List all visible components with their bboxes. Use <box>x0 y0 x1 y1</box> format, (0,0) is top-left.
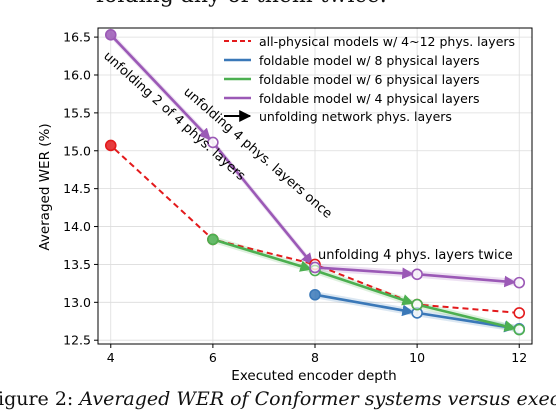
series-segment <box>320 294 415 317</box>
y-tick-label: 14.0 <box>63 219 91 234</box>
annotation-unfold-4-twice: unfolding 4 phys. layers twice <box>318 248 513 263</box>
x-tick-label: 4 <box>107 350 115 365</box>
grid-lines <box>98 28 532 344</box>
y-tick-label: 13.0 <box>63 295 91 310</box>
data-point <box>207 233 219 246</box>
legend-item-foldable-8: foldable model w/ 8 physical layers <box>224 53 480 68</box>
legend-item-all-physical: all-physical models w/ 4~12 phys. layers <box>224 34 515 49</box>
series-segment <box>114 148 210 237</box>
y-tick-label: 14.5 <box>63 181 91 196</box>
data-point <box>207 136 219 149</box>
series-segment <box>215 145 314 266</box>
series-segment <box>422 273 517 288</box>
x-tick-label: 8 <box>311 350 319 365</box>
caption-label: igure 2: <box>0 388 74 410</box>
x-tick-label: 10 <box>409 350 425 365</box>
y-tick-label: 12.5 <box>63 333 91 348</box>
data-point <box>104 139 117 152</box>
legend-label: foldable model w/ 8 physical layers <box>259 53 480 68</box>
series-segment <box>422 304 514 314</box>
series-segment <box>422 304 517 332</box>
legend-label: unfolding network phys. layers <box>259 109 452 124</box>
y-tick-label: 16.0 <box>63 67 91 82</box>
legend-label: foldable model w/ 4 physical layers <box>259 91 480 106</box>
legend-label: all-physical models w/ 4~12 phys. layers <box>259 34 515 49</box>
data-point <box>513 276 526 289</box>
series-segment <box>113 37 211 141</box>
series-segment <box>319 271 415 306</box>
data-point <box>309 288 321 301</box>
x-tick-label: 6 <box>209 350 217 365</box>
x-axis-ticks: 4 6 8 10 12 <box>107 344 527 365</box>
legend-label: foldable model w/ 6 physical layers <box>259 72 480 87</box>
data-point <box>309 261 321 274</box>
data-point <box>411 268 423 281</box>
legend-item-foldable-4: foldable model w/ 4 physical layers <box>224 91 480 106</box>
x-axis-label: Executed encoder depth <box>231 368 396 384</box>
series-segment <box>320 266 414 280</box>
series-points <box>104 29 526 336</box>
y-axis-ticks: 12.5 13.0 13.5 14.0 14.5 15.0 15.5 16.0 16.5 <box>63 30 98 348</box>
y-tick-label: 15.0 <box>63 143 91 158</box>
caption-text: Averaged WER of Conformer systems versus… <box>79 388 556 410</box>
data-point <box>411 298 423 311</box>
y-tick-label: 13.5 <box>63 257 91 272</box>
data-point <box>104 29 117 41</box>
series-segment <box>217 239 312 272</box>
y-tick-label: 15.5 <box>63 105 91 120</box>
series-lines <box>113 37 517 333</box>
legend-item-foldable-6: foldable model w/ 6 physical layers <box>224 72 480 87</box>
x-tick-label: 12 <box>511 350 527 365</box>
y-tick-label: 16.5 <box>63 30 91 45</box>
legend: all-physical models w/ 4~12 phys. layers… <box>224 34 515 124</box>
data-point <box>513 307 526 319</box>
caption-top: folding any of them twice. <box>96 0 387 8</box>
legend-item-unfolding-arrow: unfolding network phys. layers <box>224 109 452 124</box>
data-point <box>513 323 526 336</box>
caption-bottom: igure 2: Averaged WER of Conformer syste… <box>0 388 556 410</box>
y-axis-label: Averaged WER (%) <box>37 123 53 250</box>
series-band <box>212 235 520 334</box>
